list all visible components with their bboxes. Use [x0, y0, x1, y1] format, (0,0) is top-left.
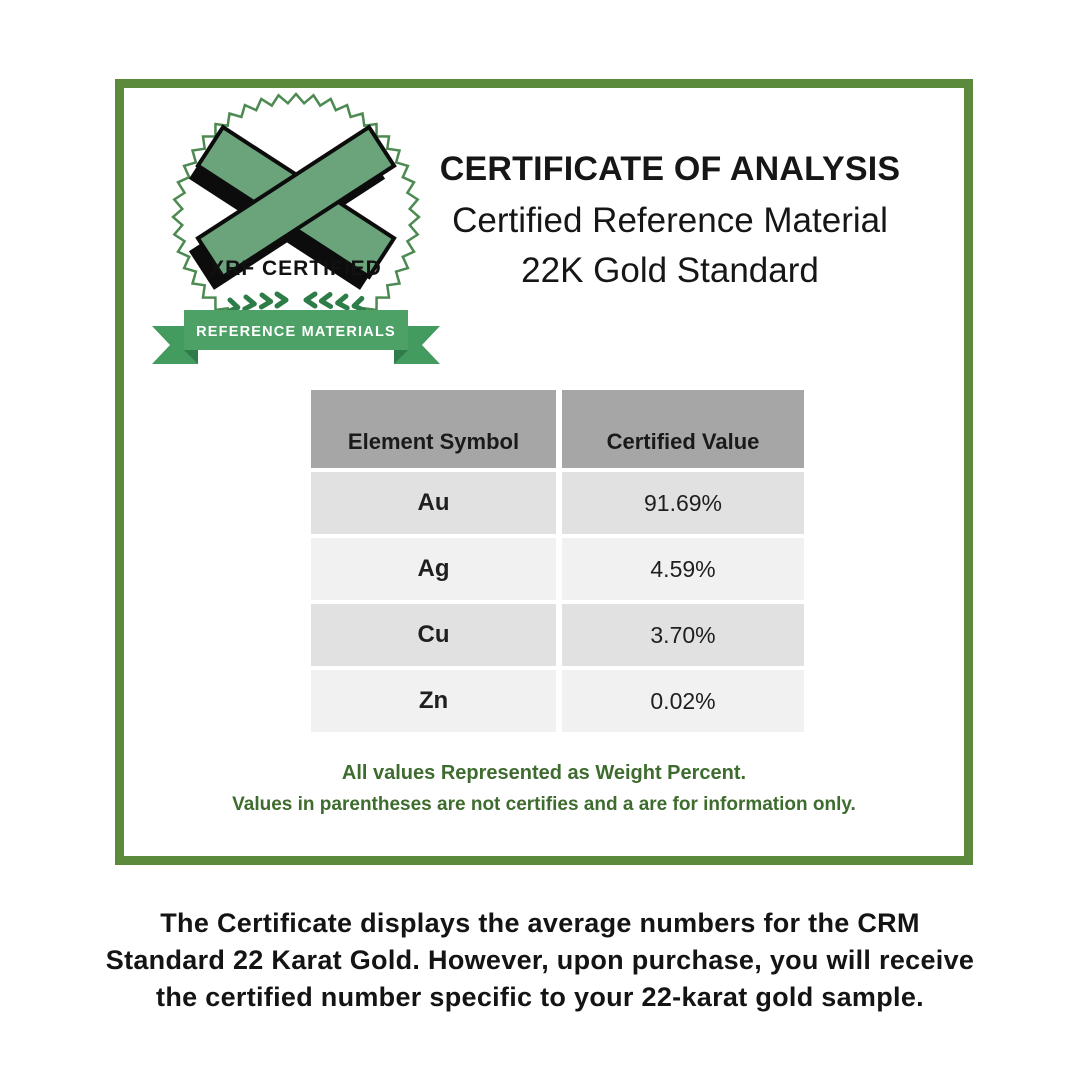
certificate-footnote: All values Represented as Weight Percent… [115, 762, 973, 816]
xrf-certified-badge: XRF CERTIFIED REFERENCE MATERIALS [152, 92, 440, 364]
certificate-title-main: CERTIFICATE OF ANALYSIS [439, 150, 901, 188]
seal-label: XRF CERTIFIED [210, 257, 382, 280]
footnote-parentheses-note: Values in parentheses are not certifies … [232, 794, 856, 815]
footnote-weight-percent: All values Represented as Weight Percent… [341, 762, 747, 784]
laurel-icon [225, 291, 367, 315]
x-logo-icon [188, 124, 397, 290]
caption-line: the certified number specific to your 22… [156, 982, 924, 1012]
table-row-au-symbol: Au [311, 472, 556, 534]
table-row-ag-value: 4.59% [562, 538, 804, 600]
caption-line: The Certificate displays the average num… [160, 908, 920, 938]
table-row-cu-value: 3.70% [562, 604, 804, 666]
certificate-title: CERTIFICATE OF ANALYSIS Certified Refere… [420, 150, 920, 291]
ribbon-banner: REFERENCE MATERIALS [152, 310, 440, 364]
table-row-zn-value: 0.02% [562, 670, 804, 732]
ribbon-label: REFERENCE MATERIALS [196, 324, 396, 340]
table-row-ag-symbol: Ag [311, 538, 556, 600]
column-header-element-symbol: Element Symbol [311, 390, 556, 468]
certificate-standard-name: 22K Gold Standard [521, 251, 819, 290]
column-header-certified-value: Certified Value [562, 390, 804, 468]
analysis-table: Element Symbol Certified Value Au 91.69%… [311, 390, 804, 732]
table-row-cu-symbol: Cu [311, 604, 556, 666]
table-row-zn-symbol: Zn [311, 670, 556, 732]
caption-line: Standard 22 Karat Gold. However, upon pu… [105, 945, 975, 975]
table-row-au-value: 91.69% [562, 472, 804, 534]
image-caption: The Certificate displays the average num… [40, 905, 1040, 1016]
certificate-subtitle: Certified Reference Material [452, 201, 888, 240]
